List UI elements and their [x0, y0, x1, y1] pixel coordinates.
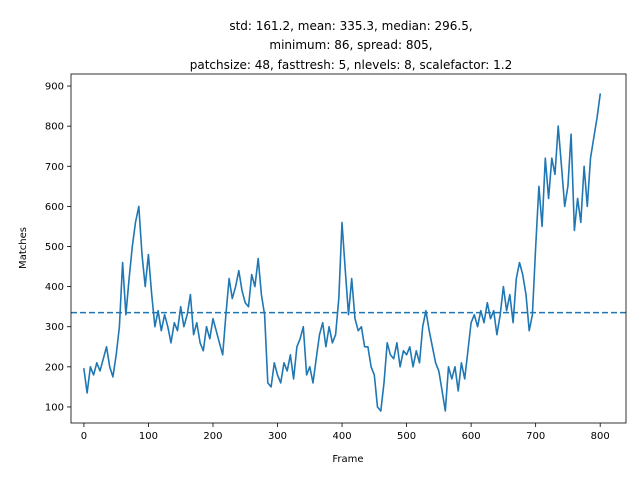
x-tick-label: 200 [203, 431, 222, 442]
x-axis-ticks: 0 100 200 300 400 500 600 700 800 [81, 423, 610, 442]
plot-frame [70, 73, 627, 424]
x-tick-label: 700 [526, 431, 545, 442]
chart-title-line-1: std: 161.2, mean: 335.3, median: 296.5, [229, 19, 472, 33]
y-tick-label: 200 [45, 362, 64, 373]
x-tick-label: 600 [462, 431, 481, 442]
x-tick-label: 100 [139, 431, 158, 442]
y-axis-label: Matches [18, 227, 29, 269]
x-tick-label: 0 [81, 431, 87, 442]
y-axis-ticks: 100 200 300 400 500 600 700 800 900 [45, 82, 71, 413]
y-tick-label: 600 [45, 202, 64, 213]
plot-area [71, 93, 626, 412]
y-tick-label: 500 [45, 242, 64, 253]
x-tick-label: 500 [397, 431, 416, 442]
y-tick-label: 700 [45, 162, 64, 173]
x-tick-label: 400 [332, 431, 351, 442]
y-tick-label: 400 [45, 282, 64, 293]
x-axis-label: Frame [332, 454, 363, 465]
y-tick-label: 900 [45, 82, 64, 93]
x-tick-label: 800 [591, 431, 610, 442]
x-tick-label: 300 [268, 431, 287, 442]
chart-title-line-3: patchsize: 48, fasttresh: 5, nlevels: 8,… [190, 58, 513, 72]
chart-title-line-2: minimum: 86, spread: 805, [269, 38, 432, 52]
series-line [83, 93, 602, 412]
y-tick-label: 100 [45, 402, 64, 413]
y-tick-label: 800 [45, 122, 64, 133]
y-tick-label: 300 [45, 322, 64, 333]
